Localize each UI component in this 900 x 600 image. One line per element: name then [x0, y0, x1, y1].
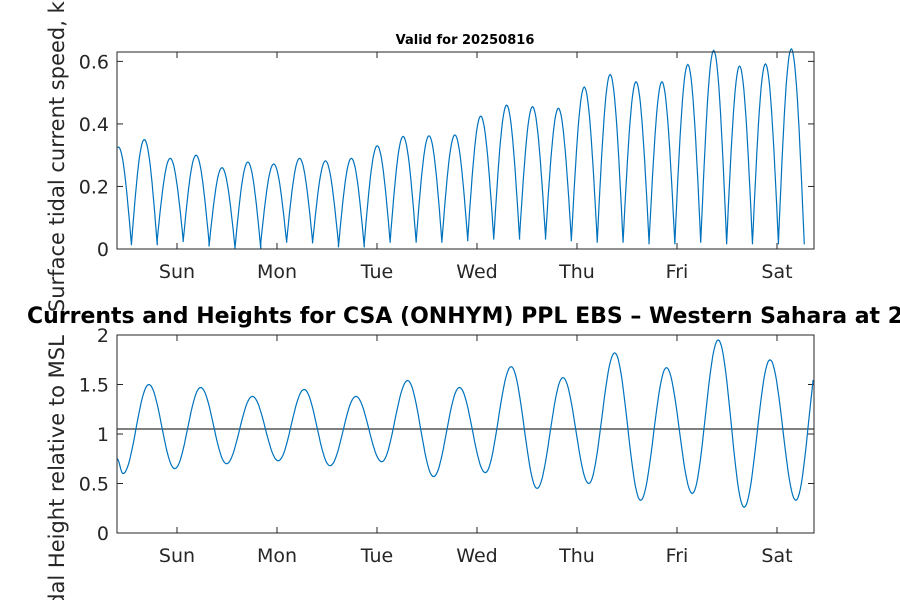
- x-tick-label: Tue: [360, 545, 393, 567]
- tidal-height-ticks: 0 0.5 1 1.5 2 Sun Mon Tue Wed Thu Fri Sat: [79, 325, 814, 567]
- y-tick-label: 0: [97, 239, 109, 261]
- y-tick-label: 1: [97, 424, 109, 446]
- tidal-height-plot: 0 0.5 1 1.5 2 Sun Mon Tue Wed Thu Fri Sat Tidal Hei…: [45, 325, 815, 600]
- x-tick-label: Sat: [761, 261, 792, 283]
- tidal-height-y-axis-label: Tidal Height relative to MSL: [45, 335, 69, 600]
- current-speed-plot: 0 0.2 0.4 0.6 Sun Mon Tue Wed Thu Fri Sat Valid fo…: [45, 0, 815, 312]
- x-tick-label: Mon: [257, 545, 297, 567]
- x-tick-label: Mon: [257, 261, 297, 283]
- y-tick-label: 0.5: [79, 474, 109, 496]
- x-tick-label: Fri: [666, 545, 689, 567]
- x-tick-label: Wed: [456, 545, 497, 567]
- figure-main-title: Currents and Heights for CSA (ONHYM) PPL…: [27, 304, 900, 329]
- current-speed-series-line: [117, 47, 805, 250]
- x-tick-label: Thu: [558, 261, 595, 283]
- y-tick-label: 2: [97, 325, 109, 347]
- x-tick-label: Thu: [558, 545, 595, 567]
- y-tick-label: 0.6: [79, 51, 109, 73]
- y-tick-label: 1.5: [79, 375, 109, 397]
- tidal-height-series-line: [116, 339, 814, 509]
- tidal-height-axes-background: [117, 335, 814, 533]
- current-speed-chart-title: Valid for 20250816: [396, 33, 535, 48]
- current-speed-ticks: 0 0.2 0.4 0.6 Sun Mon Tue Wed Thu Fri Sat: [79, 51, 814, 283]
- y-tick-label: 0.4: [79, 114, 109, 136]
- x-tick-label: Sat: [761, 545, 792, 567]
- current-speed-axes-box: [116, 51, 815, 250]
- x-tick-label: Wed: [456, 261, 497, 283]
- y-tick-label: 0: [97, 523, 109, 545]
- x-tick-label: Fri: [666, 261, 689, 283]
- current-speed-y-axis-label: Surface tidal current speed, kn: [45, 0, 69, 312]
- x-tick-label: Sun: [159, 261, 195, 283]
- y-tick-label: 0.2: [79, 176, 109, 198]
- x-tick-label: Tue: [360, 261, 393, 283]
- tidal-height-axes-box: [116, 334, 815, 534]
- x-tick-label: Sun: [159, 545, 195, 567]
